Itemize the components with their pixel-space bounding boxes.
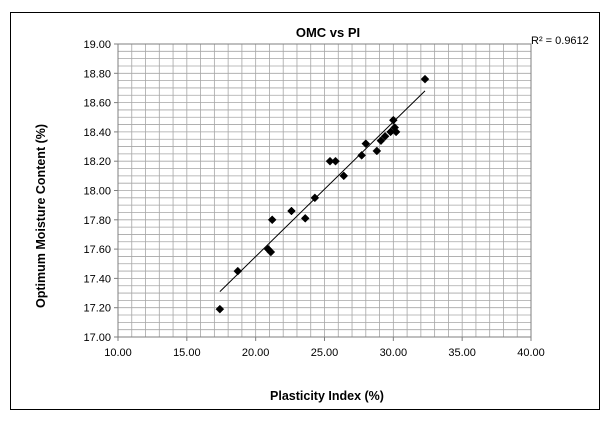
y-tick-label: 17.20	[83, 303, 111, 315]
data-point	[215, 304, 225, 314]
x-tick-label: 35.00	[448, 347, 476, 359]
data-point	[331, 156, 340, 166]
data-point	[357, 150, 367, 160]
ticks-layer: 10.00 15.00 20.00 25.00 30.00 35.00 40.00 17.00…	[83, 39, 544, 359]
data-point	[300, 213, 310, 223]
trendline-layer	[219, 90, 426, 292]
linear-trendline	[219, 90, 426, 292]
chart-title: OMC vs PI	[296, 25, 360, 40]
y-tick-label: 17.40	[83, 273, 111, 285]
x-tick-label: 25.00	[311, 347, 339, 359]
data-point	[267, 215, 277, 225]
y-tick-label: 18.60	[83, 98, 111, 110]
y-tick-label: 17.60	[83, 244, 111, 256]
x-axis-title: Plasticity Index (%)	[270, 389, 384, 403]
y-tick-label: 17.00	[83, 332, 111, 344]
data-point	[388, 115, 398, 125]
points-layer	[215, 74, 430, 314]
data-point	[310, 193, 320, 203]
data-point	[376, 136, 386, 146]
r-squared-annotation: R² = 0.9612	[531, 35, 589, 47]
x-tick-label: 10.00	[104, 347, 132, 359]
y-tick-label: 18.40	[83, 127, 111, 139]
y-tick-label: 17.80	[83, 215, 111, 227]
data-point	[266, 247, 276, 257]
y-tick-label: 19.00	[83, 39, 111, 51]
chart-svg: OMC vs PI R² = 0.9612 10.00 15.00 20.00 25.…	[34, 25, 589, 403]
data-point	[391, 127, 401, 137]
data-point	[287, 206, 296, 216]
chart-frame: OMC vs PI R² = 0.9612 10.00 15.00 20.00 25.…	[10, 12, 600, 410]
y-tick-label: 18.80	[83, 68, 111, 80]
data-point	[380, 131, 390, 141]
x-tick-label: 40.00	[517, 347, 545, 359]
y-tick-label: 18.20	[83, 156, 111, 168]
data-point	[420, 74, 430, 84]
data-point	[339, 171, 349, 181]
y-tick-label: 18.00	[83, 186, 111, 198]
data-point	[372, 146, 382, 156]
x-tick-label: 30.00	[380, 347, 408, 359]
grid-layer	[117, 43, 532, 338]
data-point	[361, 139, 371, 148]
data-point	[233, 266, 243, 276]
x-tick-label: 15.00	[173, 347, 201, 359]
y-axis-title: Optimum Moisture Content (%)	[34, 124, 48, 308]
x-tick-label: 20.00	[242, 347, 270, 359]
